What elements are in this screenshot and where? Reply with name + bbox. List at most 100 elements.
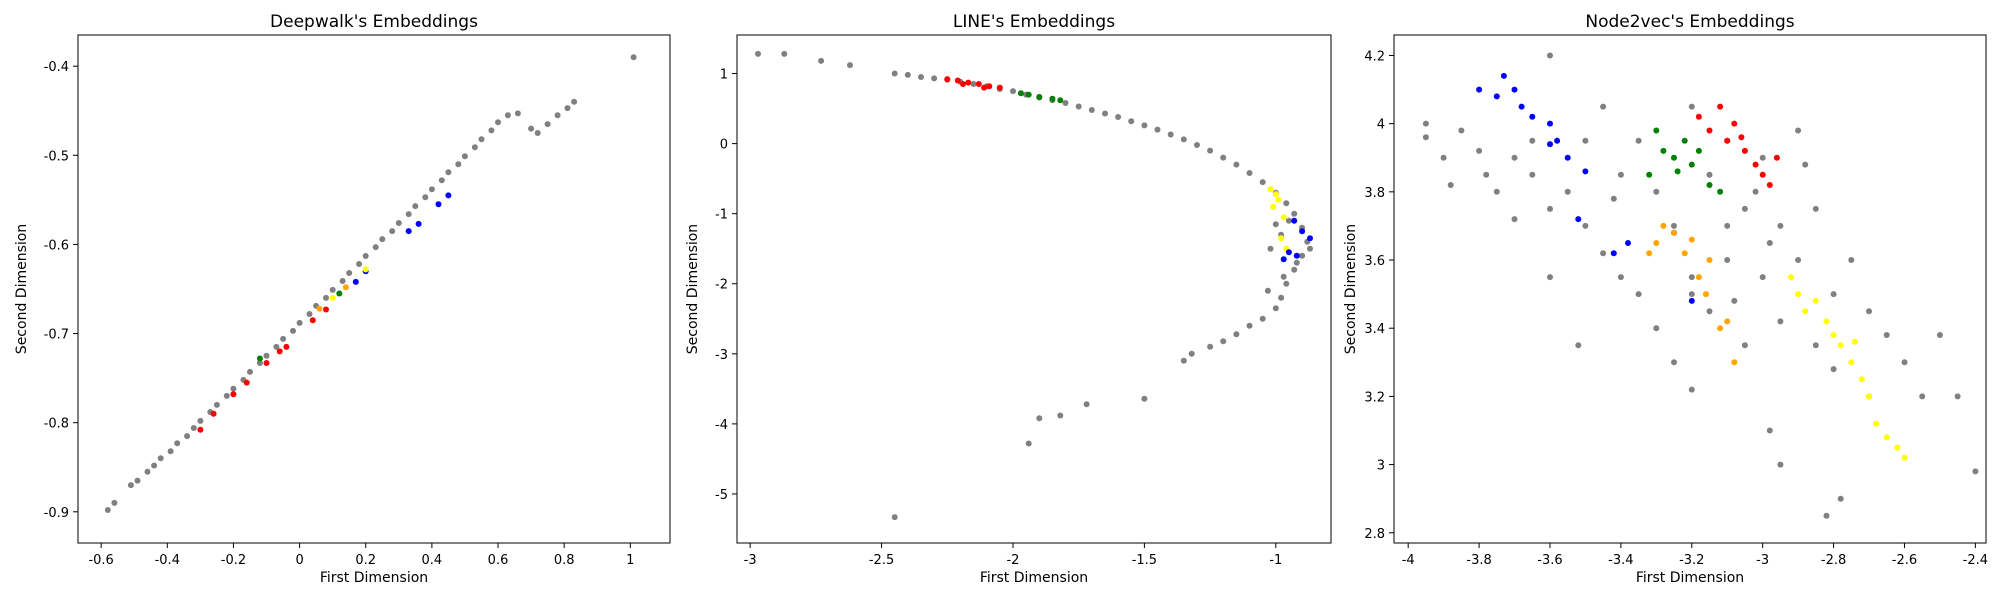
y-tick-label: 3.4 [1364, 322, 1385, 337]
y-tick-label: 1 [720, 68, 728, 83]
scatter-point [1285, 217, 1292, 224]
scatter-point [1795, 127, 1802, 134]
scatter-point [445, 169, 452, 176]
scatter-point [1017, 90, 1024, 97]
scatter-point [847, 62, 853, 69]
scatter-point [362, 253, 369, 259]
scatter-point [1299, 252, 1306, 259]
scatter-point [151, 462, 158, 469]
scatter-point [1036, 94, 1043, 101]
scatter-point [1681, 250, 1688, 257]
x-tick-label: 0 [295, 553, 303, 568]
y-tick-label: 3.8 [1364, 186, 1385, 201]
scatter-point [1220, 338, 1227, 345]
scatter-point [1766, 427, 1773, 434]
scatter-point [1264, 287, 1271, 294]
scatter-point [323, 294, 329, 301]
scatter-point [981, 84, 988, 91]
scatter-point [1777, 318, 1784, 325]
scatter-point [564, 105, 571, 112]
scatter-point [488, 127, 495, 134]
scatter-point [1083, 401, 1090, 408]
scatter-point [944, 76, 951, 83]
scatter-point [1858, 376, 1865, 383]
scatter-point [1759, 154, 1766, 161]
scatter-point [1848, 257, 1855, 263]
scatter-point [1653, 325, 1660, 332]
scatter-point [986, 83, 993, 90]
scatter-point [1635, 137, 1642, 144]
scatter-point [1688, 274, 1695, 281]
y-tick-label: -5 [715, 488, 728, 503]
scatter-point [306, 311, 313, 317]
scatter-point [1547, 52, 1553, 59]
scatter-point [1575, 342, 1582, 349]
scatter-point [504, 112, 511, 119]
scatter-point [1600, 103, 1607, 110]
x-axis-label: First Dimension [980, 570, 1088, 586]
y-axis-label: Second Dimension [14, 224, 30, 354]
tick-layer: -0.6 -0.4 -0.2 0 0.2 0.4 0.6 0.8 1 -0.9 -0.8 -0.7 -0… [44, 60, 635, 568]
scatter-point [1866, 393, 1872, 400]
y-tick-label: 4.2 [1364, 49, 1385, 64]
scatter-point [1458, 127, 1465, 134]
x-tick-label: -0.4 [155, 553, 180, 568]
scatter-point [455, 161, 462, 168]
scatter-point [1681, 137, 1688, 144]
scatter-point [1088, 107, 1095, 113]
scatter-point [1901, 454, 1908, 461]
chart-title: Node2vec's Embeddings [1585, 12, 1794, 32]
scatter-point [339, 278, 346, 284]
scatter-point [1280, 214, 1287, 221]
scatter-point [1766, 240, 1773, 246]
scatter-point [111, 499, 118, 506]
scatter-point [1894, 444, 1901, 451]
scatter-point [1802, 161, 1809, 168]
y-tick-label: -2 [715, 278, 728, 293]
scatter-point [1280, 256, 1287, 263]
scatter-point [197, 417, 204, 424]
scatter-point [1759, 274, 1766, 281]
scatter-point [1830, 332, 1837, 338]
scatter-point [197, 426, 204, 433]
scatter-point [1706, 257, 1713, 263]
scatter-point [1617, 274, 1624, 281]
y-axis-label: Second Dimension [1343, 224, 1359, 354]
scatter-point [1848, 359, 1855, 366]
scatter-point [1695, 113, 1702, 120]
scatter-point [1547, 274, 1553, 281]
scatter-point [931, 75, 938, 82]
y-tick-label: 3.2 [1364, 390, 1385, 405]
scatter-point [1049, 95, 1056, 102]
scatter-point [276, 348, 283, 355]
scatter-point [342, 284, 349, 291]
scatter-point [263, 352, 270, 359]
scatter-point [1440, 154, 1447, 161]
scatter-point [1422, 120, 1429, 127]
scatter-point [1671, 154, 1677, 161]
scatter-point [1706, 182, 1713, 188]
x-tick-label: -1.5 [1132, 553, 1157, 568]
scatter-point [1671, 229, 1677, 236]
scatter-point [1259, 315, 1266, 322]
scatter-point [1752, 188, 1759, 195]
scatter-point [290, 327, 296, 334]
scatter-point [1741, 147, 1748, 154]
scatter-point [362, 266, 369, 273]
scatter-point [544, 121, 551, 128]
scatter-point [329, 286, 336, 293]
scatter-point [1851, 338, 1858, 345]
scatter-point [1259, 179, 1266, 186]
scatter-point [1307, 235, 1313, 242]
y-tick-label: 0 [720, 138, 728, 153]
scatter-point [960, 81, 966, 87]
scatter-point [230, 385, 237, 392]
scatter-point [1635, 291, 1642, 298]
scatter-point [630, 54, 637, 61]
scatter-point [210, 410, 217, 417]
scatter-point [445, 192, 452, 199]
scatter-point [1291, 266, 1298, 273]
x-axis-label: First Dimension [320, 570, 428, 586]
scatter-point [1812, 205, 1819, 212]
scatter-point [1688, 386, 1695, 393]
